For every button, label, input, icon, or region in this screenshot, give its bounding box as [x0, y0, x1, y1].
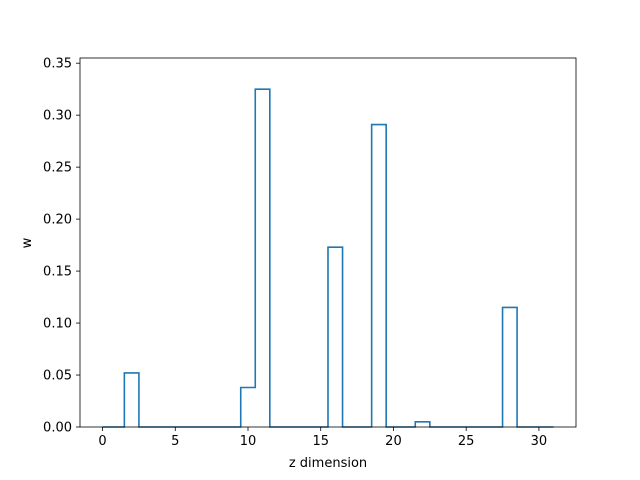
x-tick-label: 20 [385, 434, 402, 449]
y-axis-label: w [20, 237, 35, 248]
x-tick-label: 25 [458, 434, 475, 449]
axes-frame [79, 57, 577, 428]
x-axis-label: z dimension [289, 456, 367, 471]
x-tick-label: 30 [531, 434, 548, 449]
y-tick-label: 0.25 [43, 161, 72, 176]
y-tick-label: 0.05 [43, 369, 72, 384]
y-tick-label: 0.00 [43, 421, 72, 436]
y-tick-label: 0.35 [43, 57, 72, 72]
y-tick-label: 0.20 [43, 213, 72, 228]
x-tick-label: 5 [171, 434, 179, 449]
y-tick-label: 0.10 [43, 317, 72, 332]
x-tick-label: 15 [312, 434, 329, 449]
y-tick-label: 0.30 [43, 109, 72, 124]
y-tick-label: 0.15 [43, 265, 72, 280]
x-tick-label: 0 [98, 434, 106, 449]
axes: 0 5 10 15 20 25 30 0.00 0.05 0.10 0.15 0.20 0.25 0.30… [43, 57, 577, 449]
x-tick-label: 10 [240, 434, 257, 449]
